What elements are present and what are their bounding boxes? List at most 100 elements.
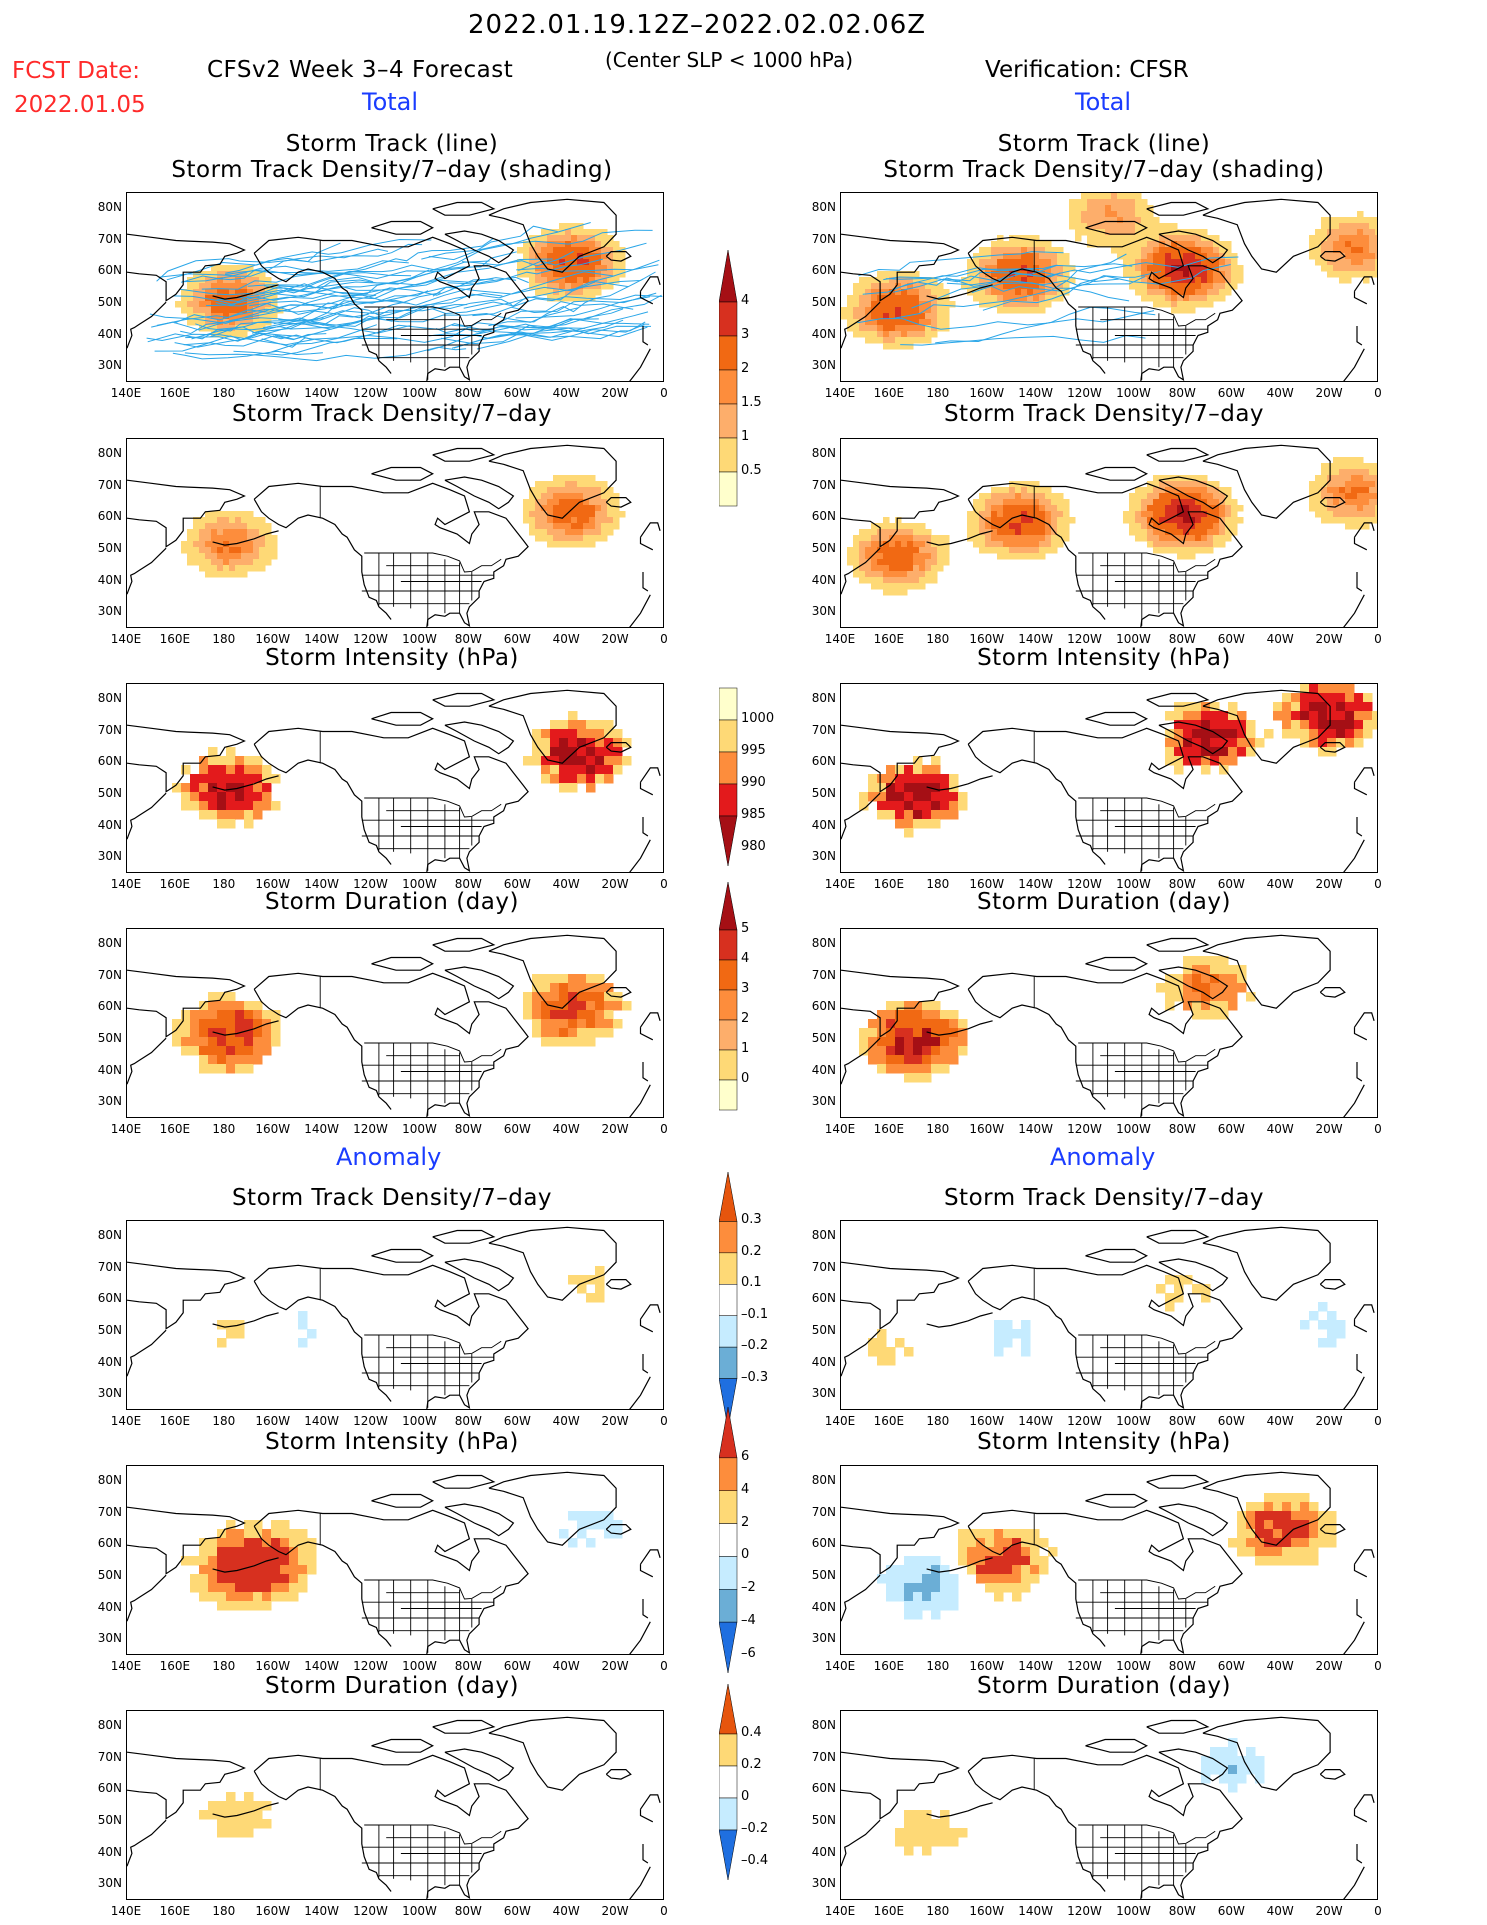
field-cell (595, 774, 605, 784)
field-cell (1153, 523, 1160, 530)
x-tick-label: 180 (212, 1904, 236, 1918)
y-tick-label: 60N (97, 999, 122, 1014)
field-cell (235, 319, 242, 326)
field-cell (547, 505, 554, 512)
field-cell (253, 1547, 263, 1557)
field-cell (1318, 729, 1328, 739)
x-tick-label: 60W (503, 1659, 531, 1673)
x-tick-label: 80W (1168, 1659, 1196, 1673)
field-cell (904, 1055, 914, 1065)
field-cell (853, 547, 860, 554)
field-cell (619, 511, 626, 518)
field-cell (985, 1538, 995, 1548)
field-cell (904, 1010, 914, 1020)
x-tick-label: 120W (1067, 386, 1102, 400)
field-cell (1291, 1547, 1301, 1557)
field-cell (937, 283, 944, 290)
field-cell (1351, 247, 1358, 254)
field-cell (1375, 253, 1377, 260)
storm-track-line (451, 321, 646, 349)
field-cell (541, 774, 551, 784)
field-cell (253, 565, 260, 572)
field-cell (523, 265, 530, 272)
field-cell (991, 259, 998, 266)
field-cell (985, 535, 992, 542)
field-cell (1183, 1275, 1193, 1285)
field-cell (253, 1001, 263, 1011)
field-cell (235, 559, 242, 566)
field-cell (922, 1010, 932, 1020)
field-cell (1318, 1511, 1328, 1521)
field-cell (985, 1547, 995, 1557)
y-tick-label: 70N (811, 967, 836, 982)
storm-track-line (191, 321, 332, 340)
field-cell (1174, 711, 1184, 721)
field-cell (913, 565, 920, 572)
field-cell (1093, 205, 1100, 212)
field-cell (1003, 487, 1010, 494)
colorbar-swatch (719, 719, 738, 753)
x-tick-label: 20W (601, 1414, 629, 1428)
storm-track-line (154, 321, 411, 352)
field-cell (1333, 499, 1340, 506)
colorbar-tick: –4 (741, 1613, 756, 1629)
field-cell (847, 307, 854, 314)
field-cell (589, 253, 596, 260)
field-cell (901, 589, 908, 596)
coastline (841, 934, 1375, 1117)
field-cell (1027, 481, 1034, 488)
x-tick-label: 20W (1315, 386, 1343, 400)
x-tick-label: 180 (926, 632, 950, 646)
field-cell (613, 271, 620, 278)
field-cell (1129, 265, 1136, 272)
field-cell (187, 553, 194, 560)
colorbar-swatch (719, 437, 738, 473)
field-cell (1207, 523, 1214, 530)
field-cell (1177, 541, 1184, 548)
field-cell (1012, 1538, 1022, 1548)
field-cell (1135, 211, 1142, 218)
field-cell (253, 283, 260, 290)
x-tick-label: 80W (454, 1904, 482, 1918)
field-cell (571, 481, 578, 488)
field-cell (1123, 271, 1130, 278)
field-cell (1228, 711, 1238, 721)
field-cell (1327, 711, 1337, 721)
field-cell (940, 1592, 950, 1602)
field-cell (217, 517, 224, 524)
field-cell (559, 283, 566, 290)
field-cell (1159, 295, 1166, 302)
field-cell (568, 738, 578, 748)
field-cell (1141, 271, 1148, 278)
field-cell (235, 313, 242, 320)
field-cell (235, 307, 242, 314)
field-cell (577, 265, 584, 272)
field-cell (1123, 265, 1130, 272)
field-cell (1231, 499, 1238, 506)
field-cell (235, 765, 245, 775)
x-tick-label: 20W (601, 1122, 629, 1136)
field-cell (559, 738, 569, 748)
field-cell (1009, 487, 1016, 494)
field-cell (1147, 211, 1154, 218)
field-cell (1141, 211, 1148, 218)
x-tick-label: 160W (255, 1122, 291, 1136)
field-cell (979, 247, 986, 254)
field-cell (577, 505, 584, 512)
field-cell (523, 247, 530, 254)
field-cell (253, 1046, 263, 1056)
field-cell (859, 1028, 869, 1038)
field-cell (247, 541, 254, 548)
field-cell (1075, 211, 1082, 218)
field-cell (859, 577, 866, 584)
field-cell (1039, 271, 1046, 278)
field-cell (583, 517, 590, 524)
colorbar-swatch (719, 249, 738, 303)
field-cell (883, 547, 890, 554)
field-cell (1255, 1511, 1265, 1521)
field-cell (886, 1037, 896, 1047)
field-cell (229, 319, 236, 326)
field-cell (1369, 487, 1376, 494)
field-cell (607, 493, 614, 500)
storm-track-line (893, 253, 1127, 319)
